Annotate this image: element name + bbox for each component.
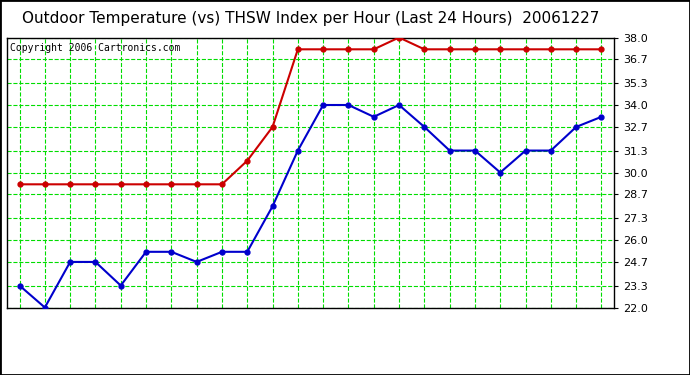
- Text: 19:00: 19:00: [495, 314, 505, 348]
- Text: 17:00: 17:00: [444, 314, 455, 348]
- Text: 23:00: 23:00: [596, 314, 607, 348]
- Text: 01:00: 01:00: [40, 314, 50, 348]
- Text: 00:00: 00:00: [14, 314, 25, 348]
- Text: 22:00: 22:00: [571, 314, 581, 348]
- Text: 09:00: 09:00: [242, 314, 253, 348]
- Text: Copyright 2006 Cartronics.com: Copyright 2006 Cartronics.com: [10, 43, 180, 53]
- Text: 05:00: 05:00: [141, 314, 151, 348]
- Text: 20:00: 20:00: [520, 314, 531, 348]
- Text: 12:00: 12:00: [318, 314, 328, 348]
- Text: 08:00: 08:00: [217, 314, 227, 348]
- Text: 16:00: 16:00: [420, 314, 429, 348]
- Text: 06:00: 06:00: [166, 314, 177, 348]
- Text: 03:00: 03:00: [90, 314, 101, 348]
- Text: Outdoor Temperature (vs) THSW Index per Hour (Last 24 Hours)  20061227: Outdoor Temperature (vs) THSW Index per …: [22, 11, 599, 26]
- Text: 07:00: 07:00: [192, 314, 201, 348]
- Text: 11:00: 11:00: [293, 314, 303, 348]
- Text: 10:00: 10:00: [268, 314, 277, 348]
- Text: 02:00: 02:00: [65, 314, 75, 348]
- Text: 21:00: 21:00: [546, 314, 556, 348]
- Text: 18:00: 18:00: [470, 314, 480, 348]
- Text: 14:00: 14:00: [368, 314, 379, 348]
- Text: 04:00: 04:00: [116, 314, 126, 348]
- Text: 13:00: 13:00: [344, 314, 353, 348]
- Text: 15:00: 15:00: [394, 314, 404, 348]
